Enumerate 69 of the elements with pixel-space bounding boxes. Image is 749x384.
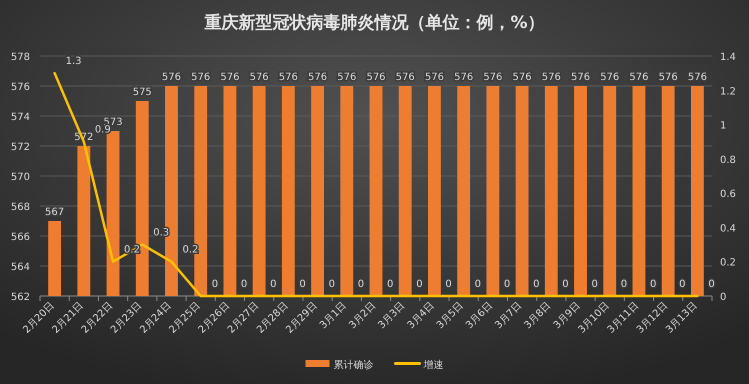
y2-tick-label: 0 (720, 292, 726, 303)
data-label: 0 (445, 279, 452, 290)
y2-tick-label: 1.2 (720, 86, 736, 98)
data-label: 0 (299, 279, 306, 290)
data-label: 0.9 (94, 124, 111, 136)
y2-tick-label: 1.4 (720, 52, 736, 63)
data-label: 575 (132, 87, 152, 98)
y-tick-label: 566 (10, 232, 30, 243)
y-tick-label: 564 (10, 262, 30, 273)
legend-label: 增速 (422, 359, 444, 371)
x-tick-label: 3月3日 (376, 300, 408, 332)
x-tick-label: 3月2日 (347, 300, 378, 332)
data-label: 576 (542, 72, 561, 83)
data-label: 576 (512, 72, 532, 83)
data-label: 0 (474, 279, 482, 290)
data-label: 0 (533, 279, 540, 290)
data-label: 0 (358, 279, 364, 290)
x-tick-label: 3月8日 (522, 300, 554, 332)
y-tick-label: 570 (10, 172, 30, 183)
data-label: 576 (396, 72, 415, 83)
data-label: 0 (212, 279, 218, 290)
data-label: 0 (679, 279, 686, 290)
data-label: 576 (250, 72, 269, 83)
data-label: 0 (328, 279, 335, 290)
x-tick-label: 3月7日 (493, 300, 524, 332)
x-tick-label: 3月5日 (434, 300, 466, 332)
data-label: 0 (562, 279, 569, 290)
y2-tick-label: 0.4 (720, 223, 736, 234)
y-tick-label: 562 (10, 292, 30, 303)
data-label: 576 (191, 72, 210, 83)
y-tick-label: 576 (10, 82, 30, 93)
y2-tick-label: 0.6 (720, 189, 736, 200)
data-label: 576 (629, 72, 649, 83)
data-label: 576 (454, 72, 474, 83)
data-label: 576 (308, 72, 328, 83)
data-label: 0 (240, 279, 248, 290)
data-label: 576 (570, 72, 590, 83)
data-label: 1.3 (66, 56, 82, 68)
y-tick-label: 568 (10, 202, 30, 213)
data-label: 0 (620, 279, 628, 290)
x-tick-label: 3月1日 (318, 300, 349, 332)
data-label: 576 (483, 72, 502, 83)
data-label: 0 (416, 279, 423, 290)
legend-label: 累计确诊 (334, 359, 374, 371)
x-tick-label: 3月4日 (406, 300, 437, 332)
y2-tick-label: 1 (720, 120, 726, 132)
y2-tick-label: 0.2 (720, 258, 736, 269)
data-label: 576 (600, 72, 620, 83)
data-label: 576 (688, 72, 707, 83)
data-label: 576 (220, 72, 240, 83)
data-label: 0 (650, 279, 656, 290)
y-tick-label: 578 (10, 52, 30, 63)
data-label: 576 (278, 72, 298, 83)
data-label: 576 (337, 72, 356, 83)
y-tick-label: 572 (10, 142, 30, 153)
y2-tick-label: 0.8 (720, 154, 736, 166)
data-label: 0 (504, 279, 510, 290)
data-label: 0 (387, 279, 394, 290)
data-label: 576 (658, 72, 678, 83)
y-tick-label: 574 (10, 112, 30, 123)
chart-title: 重庆新型冠状病毒肺炎情况（单位：例，%） (203, 13, 545, 33)
data-label: 576 (366, 72, 386, 83)
x-tick-label: 3月6日 (464, 300, 495, 332)
data-label: 0 (592, 279, 598, 290)
data-label: 0 (708, 279, 715, 290)
data-label: 0 (270, 279, 277, 290)
data-label: 567 (45, 207, 64, 218)
data-label: 576 (162, 72, 182, 83)
data-label: 576 (424, 72, 444, 83)
